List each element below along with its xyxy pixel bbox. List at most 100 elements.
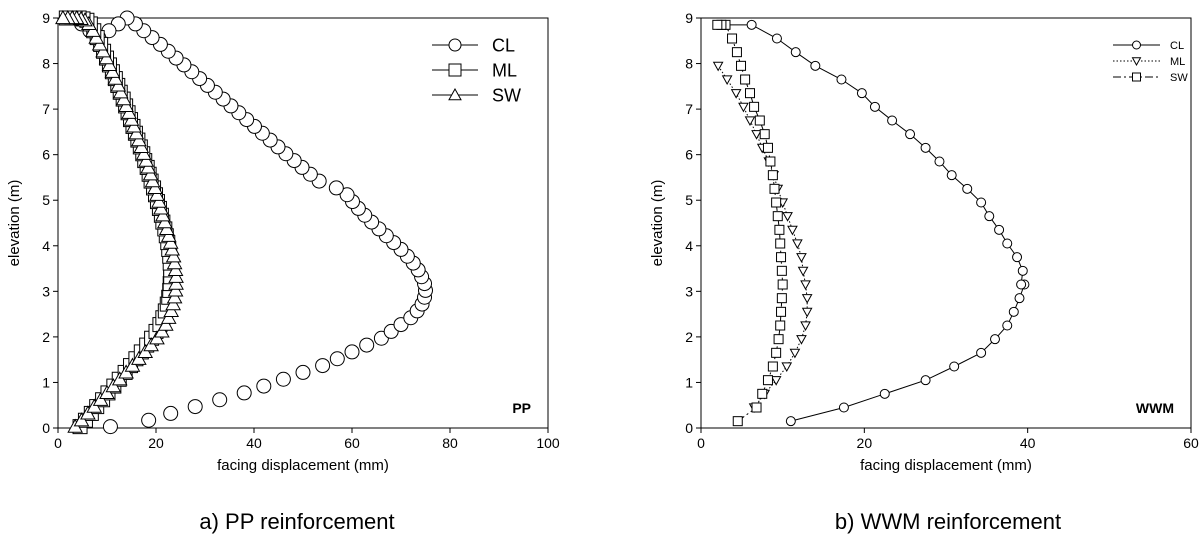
legend-label-ml: ML [492, 60, 517, 80]
series-group [55, 9, 433, 435]
point-sw [138, 152, 155, 167]
point-sw [745, 88, 755, 99]
point-sw [124, 357, 141, 372]
point-cl [163, 405, 179, 421]
point-cl [869, 101, 880, 112]
annotation-label: PP [512, 400, 531, 416]
point-sw [80, 405, 96, 420]
point-cl [1002, 238, 1013, 249]
point-sw [712, 19, 723, 30]
legend-label-sw: SW [1170, 72, 1188, 84]
point-ml [721, 75, 733, 86]
point-ml [800, 280, 811, 291]
point-cl [212, 392, 228, 408]
y-tick-label: 9 [42, 10, 50, 26]
point-sw [121, 104, 137, 119]
point-sw [128, 125, 145, 140]
point-cl [1017, 265, 1028, 276]
point-cl [887, 115, 898, 126]
y-axis-label: elevation (m) [649, 180, 666, 267]
point-sw [55, 9, 71, 25]
point-sw [160, 227, 177, 242]
point-sw [767, 361, 778, 372]
caption: b) WWM reinforcement [835, 509, 1061, 534]
plot-frame [57, 17, 549, 429]
point-ml [751, 130, 762, 140]
point-sw [86, 398, 103, 413]
point-cl [785, 416, 796, 427]
point-cl [746, 19, 757, 30]
point-cl [275, 371, 291, 387]
point-sw [165, 248, 182, 263]
point-ml [770, 376, 782, 386]
point-sw [773, 334, 784, 345]
point-sw [112, 84, 129, 99]
point-cl [256, 378, 272, 394]
point-sw [140, 159, 157, 174]
y-axis-label: elevation (m) [6, 180, 23, 267]
point-ml [801, 294, 813, 304]
point-ml [796, 253, 807, 263]
y-tick-label: 0 [42, 420, 50, 436]
point-sw [98, 50, 115, 65]
legend-marker-ml [1131, 57, 1142, 67]
point-cl [236, 385, 252, 401]
point-cl [790, 47, 801, 58]
point-sw [775, 320, 786, 331]
point-sw [118, 97, 134, 113]
point-cl [920, 375, 931, 386]
y-tick-label: 6 [685, 147, 693, 163]
series-group [712, 19, 1030, 427]
point-sw [769, 183, 780, 194]
x-tick-label: 20 [148, 435, 164, 451]
y-tick-label: 7 [685, 101, 693, 117]
point-cl [141, 412, 157, 428]
point-sw [147, 179, 163, 195]
point-ml [792, 239, 803, 250]
point-sw [759, 129, 770, 140]
point-sw [777, 279, 788, 290]
point-sw [73, 412, 90, 427]
point-sw [110, 77, 127, 92]
point-sw [765, 156, 776, 167]
y-tick-label: 8 [42, 56, 50, 72]
legend: CL ML SW [1113, 40, 1188, 84]
y-tick-label: 1 [42, 374, 50, 390]
y-tick-label: 9 [685, 10, 693, 26]
point-sw [153, 200, 169, 215]
y-tick-label: 2 [685, 329, 693, 345]
point-sw [137, 343, 154, 359]
point-cl [771, 33, 782, 44]
point-sw [95, 43, 111, 58]
caption: a) PP reinforcement [199, 509, 394, 534]
y-tick-label: 5 [42, 192, 50, 208]
point-cl [976, 197, 987, 208]
x-tick-label: 100 [536, 435, 560, 451]
point-cl [946, 170, 957, 181]
point-sw [771, 347, 782, 358]
legend-marker-sw [448, 87, 462, 101]
point-sw [168, 275, 184, 290]
point-sw [107, 70, 124, 85]
point-sw [155, 207, 171, 222]
point-sw [771, 197, 782, 208]
point-cl [344, 344, 360, 360]
point-sw [762, 142, 773, 153]
point-sw [154, 323, 170, 338]
point-cl [879, 388, 890, 399]
point-sw [727, 33, 738, 44]
point-ml [796, 335, 807, 345]
point-cl [359, 337, 375, 353]
legend-label-cl: CL [1170, 40, 1184, 52]
point-cl [976, 347, 987, 358]
point-cl [1002, 320, 1013, 331]
point-cl [920, 142, 931, 153]
x-tick-label: 20 [857, 435, 873, 451]
point-ml [744, 116, 756, 127]
point-ml [801, 307, 813, 318]
y-tick-label: 4 [685, 238, 693, 254]
point-sw [776, 293, 787, 304]
point-sw [156, 214, 173, 229]
point-ml [730, 89, 742, 99]
